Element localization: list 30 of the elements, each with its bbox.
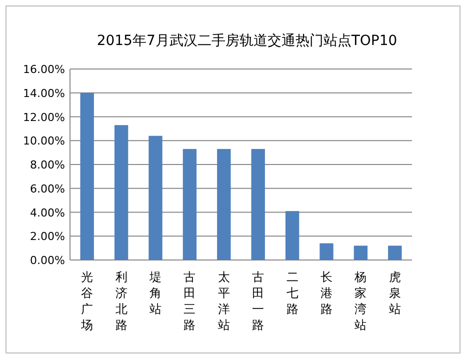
- x-tick-label: 利济北路: [115, 270, 128, 332]
- bar: [217, 148, 231, 260]
- bar: [354, 246, 368, 260]
- x-tick-label: 杨家湾站: [354, 270, 367, 332]
- y-tick-label: 2.00%: [30, 230, 65, 244]
- x-tick-label: 古田一路: [252, 270, 264, 332]
- bar: [320, 243, 334, 260]
- y-tick-label: 10.00%: [23, 134, 65, 148]
- x-tick-label: 光谷广场: [80, 270, 94, 332]
- x-tick-label: 虎泉站: [388, 270, 401, 316]
- y-tick-label: 0.00%: [30, 254, 65, 267]
- y-tick-label: 6.00%: [30, 182, 65, 196]
- x-tick-label: 古田三路: [184, 270, 196, 332]
- bar: [285, 211, 300, 260]
- y-tick-label: 14.00%: [23, 86, 65, 100]
- y-tick-label: 4.00%: [30, 206, 65, 220]
- bar: [80, 92, 94, 260]
- y-tick-label: 8.00%: [30, 158, 65, 172]
- bar: [388, 246, 402, 260]
- bar: [114, 125, 128, 260]
- bar: [251, 148, 265, 260]
- y-tick-label: 16.00%: [23, 63, 65, 76]
- x-tick-label: 长港路: [320, 270, 332, 316]
- y-tick-label: 12.00%: [23, 110, 65, 124]
- bar: [148, 136, 162, 260]
- x-tick-label: 太平洋站: [218, 270, 230, 332]
- x-tick-label: 堤角站: [148, 270, 162, 316]
- x-tick-label: 二七路: [286, 270, 298, 316]
- bar: [182, 148, 197, 260]
- chart-title: 2015年7月武汉二手房轨道交通热门站点TOP10: [96, 33, 398, 49]
